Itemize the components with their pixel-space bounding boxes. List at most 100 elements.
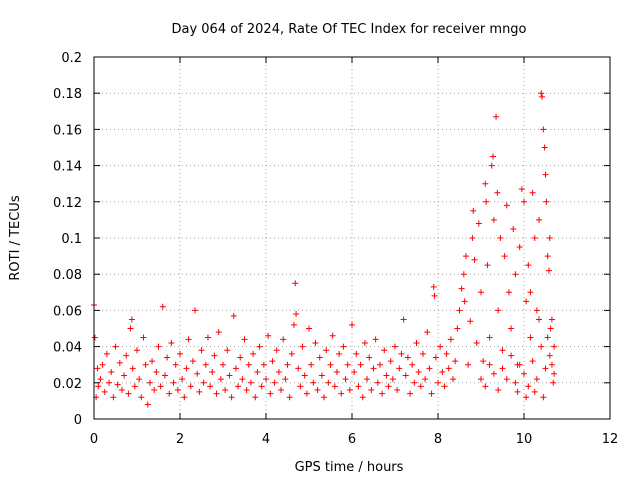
data-point — [445, 365, 452, 372]
data-point — [142, 361, 149, 368]
data-point — [540, 394, 547, 401]
data-point — [200, 379, 207, 386]
data-point — [159, 303, 166, 310]
data-point — [271, 379, 278, 386]
data-point — [480, 358, 487, 365]
data-point — [140, 334, 147, 341]
data-point — [482, 180, 489, 187]
data-point — [318, 372, 325, 379]
data-point — [439, 368, 446, 375]
data-point — [383, 372, 390, 379]
x-tick-label: 2 — [176, 432, 184, 447]
data-point — [226, 372, 233, 379]
data-point — [299, 343, 306, 350]
data-point — [497, 235, 504, 241]
data-point — [368, 387, 375, 394]
data-point — [523, 298, 530, 305]
data-point — [329, 332, 336, 339]
y-tick-label: 0.14 — [53, 160, 82, 175]
data-point — [516, 361, 523, 368]
y-axis-label: ROTI / TECUs — [8, 195, 23, 280]
data-point — [508, 325, 515, 332]
data-point — [312, 339, 319, 346]
data-point — [128, 316, 135, 323]
data-point — [488, 162, 495, 169]
data-point — [265, 332, 272, 339]
data-point — [121, 372, 128, 379]
data-point — [269, 358, 276, 365]
data-point — [431, 292, 438, 299]
data-point — [546, 235, 553, 241]
data-point — [202, 361, 209, 368]
y-tick-label: 0.06 — [53, 304, 82, 319]
data-point — [482, 383, 489, 390]
data-point — [542, 365, 549, 372]
data-point — [314, 387, 321, 394]
data-point — [551, 343, 558, 350]
y-tick-label: 0.08 — [53, 268, 82, 283]
data-point — [398, 350, 405, 357]
data-point — [99, 361, 106, 368]
data-point — [407, 390, 414, 397]
data-point — [419, 350, 426, 357]
data-point — [151, 387, 158, 394]
y-tick-label: 0.02 — [53, 377, 82, 392]
data-point — [327, 361, 334, 368]
data-point — [278, 387, 285, 394]
data-point — [155, 343, 162, 350]
data-point — [460, 271, 467, 278]
data-point — [538, 90, 545, 97]
data-point — [108, 368, 115, 375]
data-point — [428, 390, 435, 397]
data-point — [136, 376, 143, 383]
y-tick-label: 0.18 — [53, 87, 82, 102]
data-point — [540, 126, 547, 133]
data-point — [450, 376, 457, 383]
data-point — [149, 358, 156, 365]
data-point — [179, 376, 186, 383]
data-point — [110, 394, 117, 401]
data-point — [134, 347, 140, 354]
data-point — [303, 390, 310, 397]
data-point — [263, 376, 269, 383]
data-point — [204, 334, 211, 341]
data-point — [239, 376, 246, 383]
data-point — [523, 394, 530, 401]
data-point — [370, 365, 377, 372]
data-point — [181, 394, 188, 401]
data-point — [495, 387, 502, 394]
data-point — [106, 379, 113, 386]
data-point — [286, 394, 293, 401]
data-point — [499, 365, 506, 372]
data-point — [364, 376, 371, 383]
data-point — [404, 354, 411, 361]
data-point — [512, 379, 519, 386]
data-point — [359, 394, 366, 401]
data-point — [413, 339, 420, 346]
data-point — [411, 379, 418, 386]
data-point — [144, 401, 151, 408]
data-point — [157, 383, 164, 390]
data-point — [536, 216, 543, 223]
data-point — [336, 350, 343, 357]
data-point — [342, 376, 349, 383]
data-point — [243, 387, 250, 394]
data-point — [196, 388, 203, 395]
data-point — [385, 383, 392, 390]
axis-ticks: 0 2 4 6 8 10 12 0 0.02 0.04 0.06 0.08 0.1 0.12 0.14 0.1… — [53, 51, 618, 447]
data-point — [213, 390, 220, 397]
data-point — [454, 325, 461, 332]
data-point — [241, 336, 248, 343]
data-point — [153, 368, 160, 375]
data-point — [470, 207, 477, 214]
data-point — [295, 365, 302, 372]
data-point — [374, 379, 381, 386]
data-point — [394, 387, 401, 394]
data-point — [224, 347, 231, 354]
data-point — [228, 394, 235, 401]
data-point — [146, 379, 153, 386]
data-point — [260, 361, 267, 368]
data-point — [409, 361, 416, 368]
data-point — [465, 361, 472, 368]
